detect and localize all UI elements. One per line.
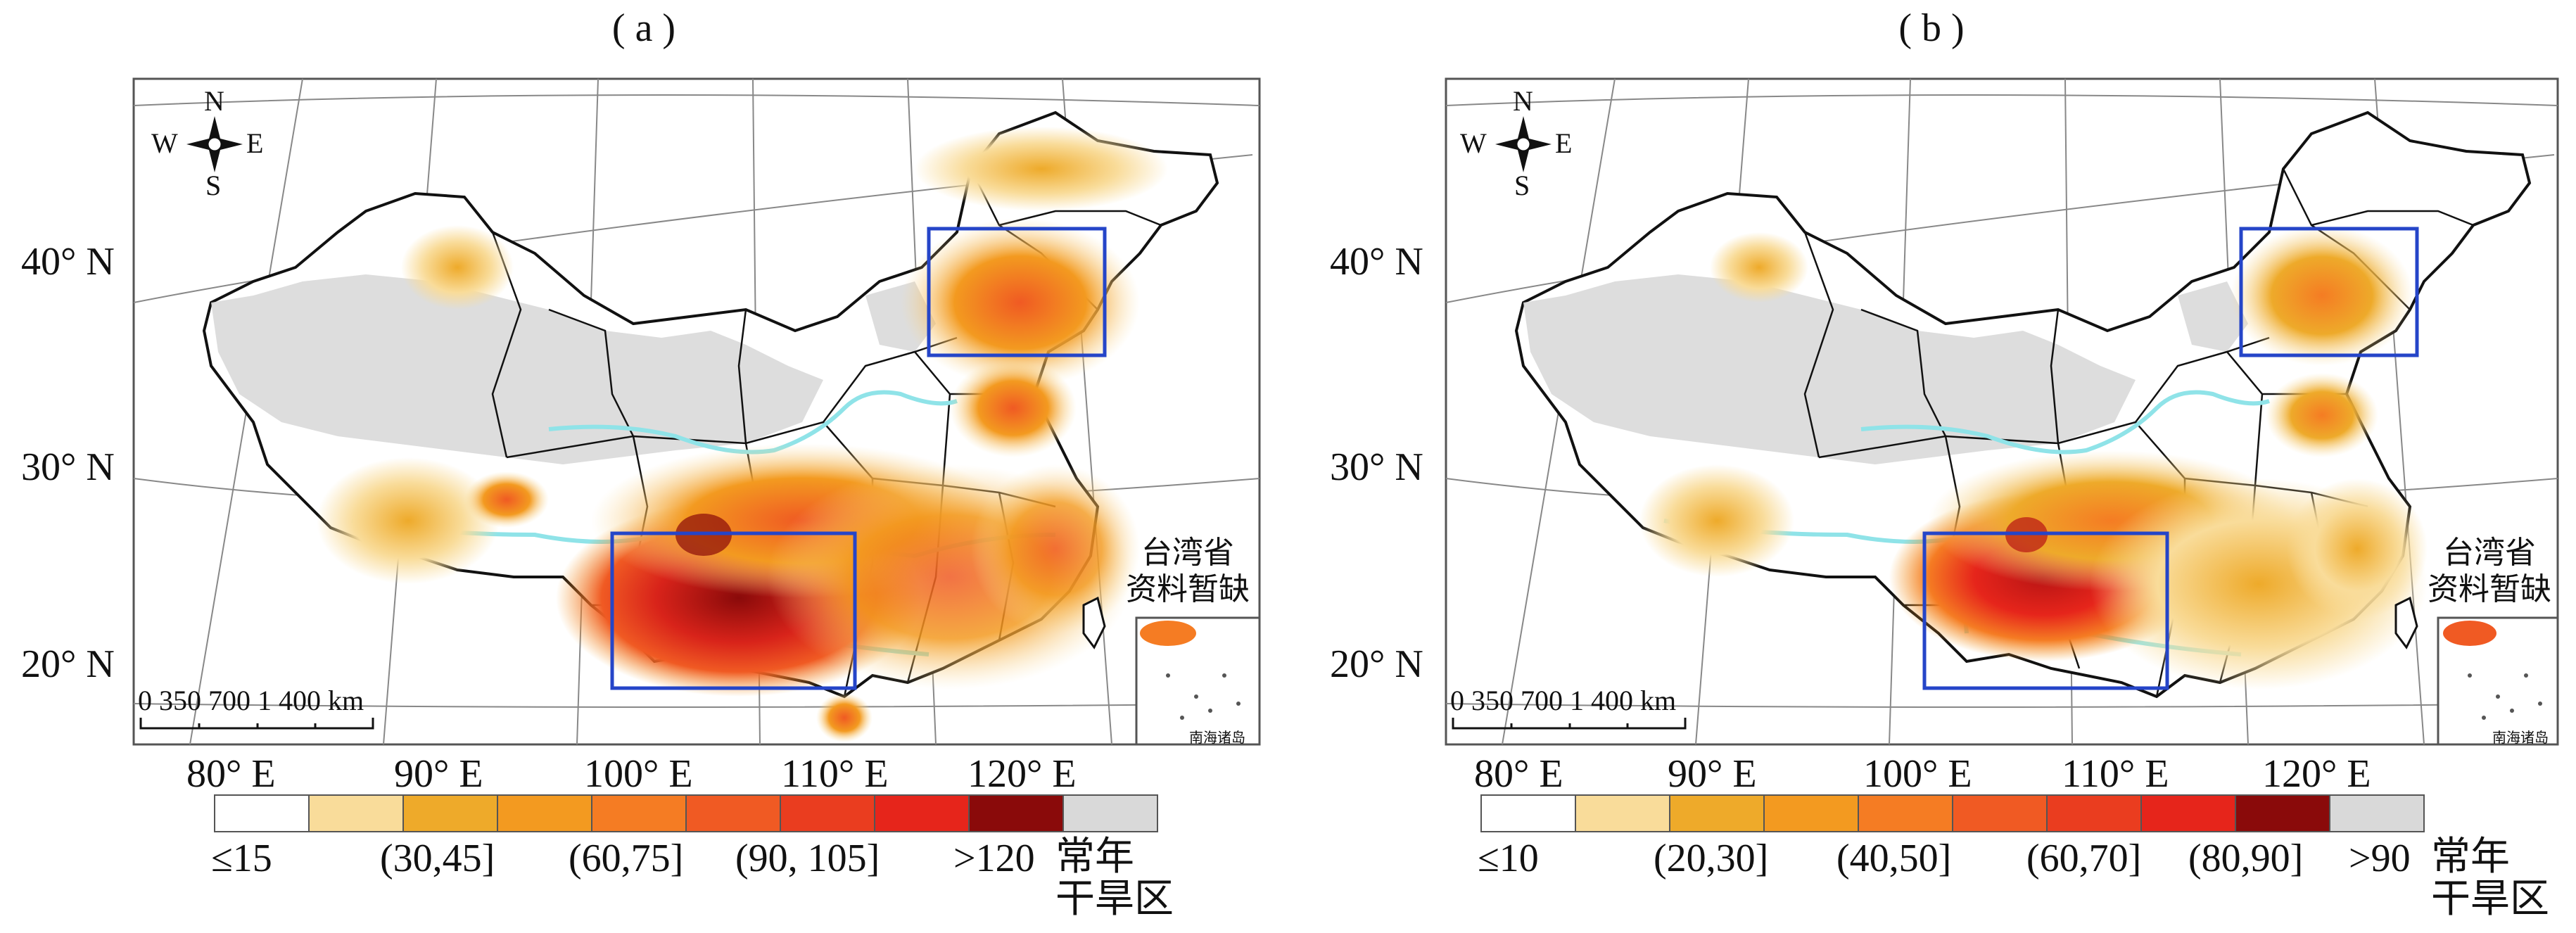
legend-label-1: ≤10 <box>1478 837 1539 880</box>
lon-label-100e: 100° E <box>1863 752 1972 796</box>
study-box-southwest <box>1922 531 2169 690</box>
legend-swatch <box>497 794 592 832</box>
scale-text: 0 350 700 1 400 km <box>138 685 364 716</box>
map-a <box>132 77 1261 832</box>
legend-swatch <box>1952 794 2048 832</box>
taiwan <box>2394 596 2418 649</box>
study-box-southwest <box>610 531 857 690</box>
taiwan <box>1082 596 1106 649</box>
lat-label-40n: 40° N <box>1330 240 1423 284</box>
inset-label: 南海诸岛 <box>1189 729 1245 746</box>
map-b <box>1445 77 2559 832</box>
compass-rose <box>186 116 243 172</box>
dry-label-line2: 干旱区 <box>1055 877 1174 921</box>
legend-dry-label: 常年 干旱区 <box>2431 836 2549 920</box>
lon-label-120e: 120° E <box>967 752 1077 796</box>
legend-label-3: (60,75] <box>569 837 684 880</box>
legend-label-5: >120 <box>953 837 1035 880</box>
compass-w: W <box>1460 127 1487 159</box>
legend-swatch <box>968 794 1064 832</box>
legend-label-2: (20,30] <box>1654 837 1769 880</box>
lat-label-20n: 20° N <box>1330 642 1423 686</box>
legend-label-6: >90 <box>2349 837 2411 880</box>
legend-swatch <box>1062 794 1158 832</box>
dry-zone <box>1523 274 2136 464</box>
inset-islands <box>2468 673 2542 720</box>
study-box-north <box>2239 227 2419 357</box>
legend-label-5: (80,90] <box>2188 837 2304 880</box>
panel-a: ( a ) <box>21 6 1261 920</box>
lon-label-110e: 110° E <box>781 752 889 796</box>
legend-swatch <box>2046 794 2142 832</box>
compass-n: N <box>204 85 224 117</box>
taiwan-note: 台湾省 资料暂缺 <box>1126 535 1250 608</box>
legend-swatch <box>1858 794 1953 832</box>
taiwan-note-line2: 资料暂缺 <box>1126 571 1250 607</box>
legend-swatch <box>1480 794 1576 832</box>
legend-swatch <box>308 794 404 832</box>
dry-label-line1: 常年 <box>1055 835 1134 879</box>
legend-swatch <box>402 794 498 832</box>
legend-swatch <box>1669 794 1765 832</box>
panel-label: ( b ) <box>1898 6 1965 50</box>
legend-swatch <box>685 794 781 832</box>
compass-s: S <box>205 170 222 201</box>
inset-label: 南海诸岛 <box>2492 729 2549 746</box>
lon-label-100e: 100° E <box>584 752 693 796</box>
legend-swatch <box>1763 794 1859 832</box>
legend-label-1: ≤15 <box>211 837 272 880</box>
taiwan-note-line1: 台湾省 <box>1141 535 1234 571</box>
dry-label-line2: 干旱区 <box>2431 877 2549 921</box>
scale-bar <box>1452 718 1687 730</box>
legend-swatch <box>2329 794 2425 832</box>
panel-b: ( b ) <box>1288 0 2575 933</box>
study-box-north <box>927 227 1107 357</box>
compass-w: W <box>151 127 178 159</box>
legend-swatch <box>874 794 970 832</box>
inset-islands <box>1166 673 1241 720</box>
lon-label-90e: 90° E <box>1668 752 1757 796</box>
compass-n: N <box>1513 85 1533 117</box>
compass-e: E <box>246 127 264 159</box>
panel-label: ( a ) <box>611 6 676 50</box>
legend-swatch <box>2235 794 2330 832</box>
legend-dry-label: 常年 干旱区 <box>1055 836 1174 920</box>
lat-label-40n: 40° N <box>21 240 115 284</box>
scale-bar <box>139 718 374 730</box>
taiwan-note-line1: 台湾省 <box>2443 535 2536 571</box>
legend-swatch <box>1575 794 1670 832</box>
dry-label-line1: 常年 <box>2431 835 2510 879</box>
lat-label-20n: 20° N <box>21 642 115 686</box>
lon-label-80e: 80° E <box>1474 752 1563 796</box>
legend-swatch <box>591 794 687 832</box>
legend-bar <box>1480 794 2425 832</box>
legend-label-2: (30,45] <box>380 837 495 880</box>
legend-swatch <box>780 794 875 832</box>
lat-label-30n: 30° N <box>21 445 115 489</box>
legend-label-4: (90, 105] <box>735 837 880 880</box>
lon-label-110e: 110° E <box>2062 752 2169 796</box>
legend-swatch <box>214 794 310 832</box>
lon-label-90e: 90° E <box>394 752 483 796</box>
taiwan-note-line2: 资料暂缺 <box>2428 571 2551 607</box>
dry-zone <box>211 274 823 464</box>
lon-label-80e: 80° E <box>186 752 276 796</box>
compass-s: S <box>1514 170 1530 201</box>
drought-pattern <box>317 127 1168 742</box>
lon-label-120e: 120° E <box>2262 752 2371 796</box>
legend-swatch <box>2140 794 2236 832</box>
legend-label-4: (60,70] <box>2026 837 2142 880</box>
legend-label-3: (40,50] <box>1836 837 1952 880</box>
compass-rose <box>1495 116 1552 172</box>
legend-bar <box>214 794 1158 832</box>
compass-e: E <box>1555 127 1573 159</box>
taiwan-note: 台湾省 资料暂缺 <box>2428 535 2551 608</box>
scale-text: 0 350 700 1 400 km <box>1450 685 1677 716</box>
lat-label-30n: 30° N <box>1330 445 1423 489</box>
